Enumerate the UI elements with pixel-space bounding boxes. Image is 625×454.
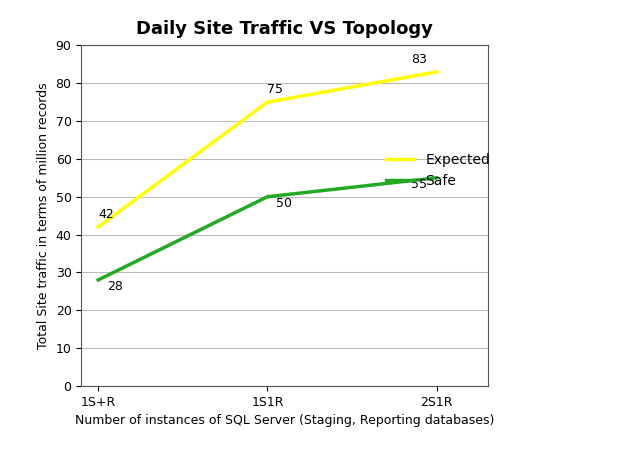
Expected: [94, 224, 102, 230]
Text: 75: 75: [268, 84, 284, 96]
X-axis label: Number of instances of SQL Server (Staging, Reporting databases): Number of instances of SQL Server (Stagi…: [75, 414, 494, 427]
Expected: [433, 69, 441, 74]
Expected: [264, 99, 271, 105]
Text: 83: 83: [411, 53, 428, 66]
Text: 50: 50: [276, 197, 292, 210]
Text: 42: 42: [98, 208, 114, 221]
Safe: [94, 277, 102, 283]
Legend: Expected, Safe: Expected, Safe: [381, 148, 496, 194]
Text: 55: 55: [411, 178, 428, 191]
Safe: [433, 175, 441, 181]
Line: Safe: Safe: [98, 178, 437, 280]
Y-axis label: Total Site traffic in terms of million records: Total Site traffic in terms of million r…: [37, 82, 50, 349]
Line: Expected: Expected: [98, 72, 437, 227]
Title: Daily Site Traffic VS Topology: Daily Site Traffic VS Topology: [136, 20, 432, 38]
Safe: [264, 194, 271, 199]
Text: 28: 28: [107, 280, 123, 293]
